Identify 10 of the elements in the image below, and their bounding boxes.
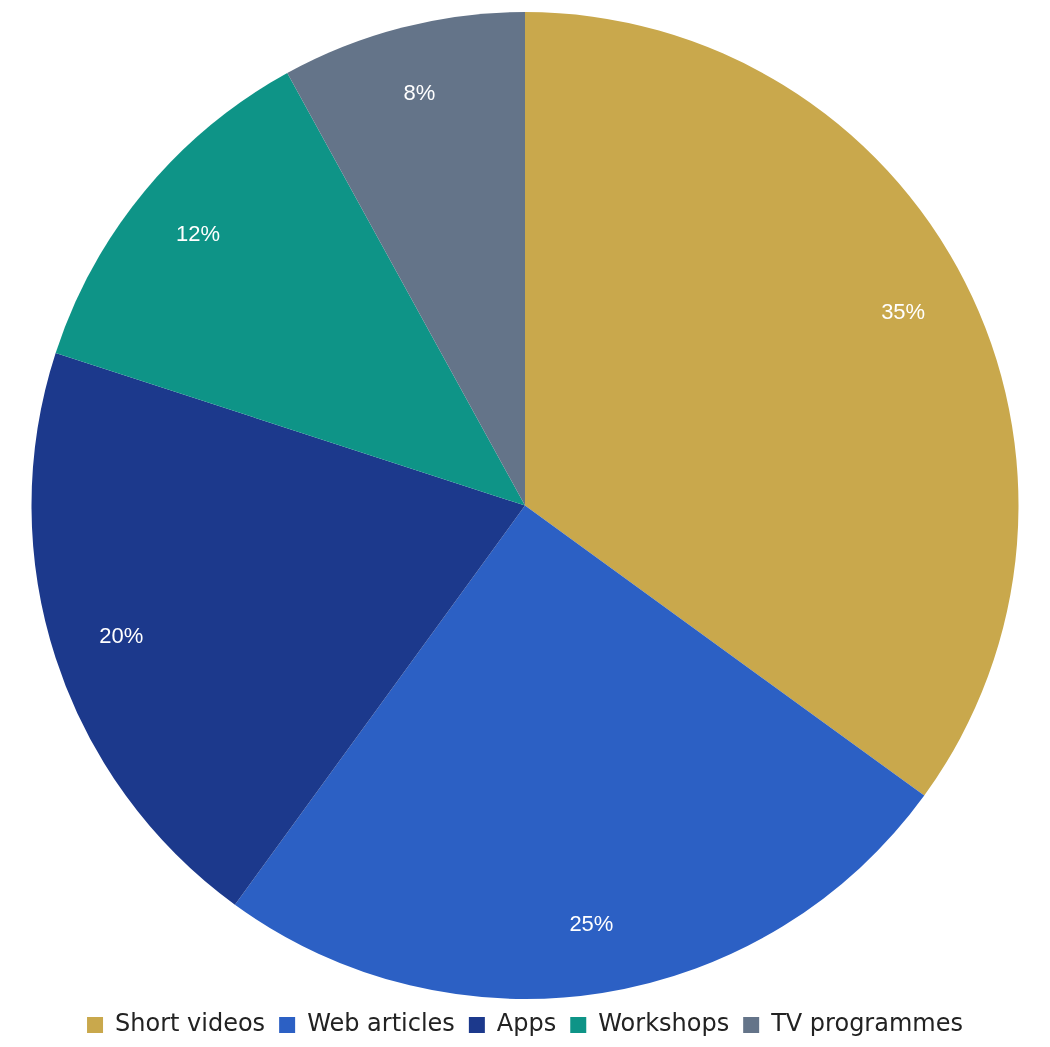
legend-label: Workshops — [598, 1009, 730, 1038]
legend-label: Apps — [496, 1009, 557, 1038]
data-label: 35% — [881, 298, 926, 324]
data-label: 8% — [403, 80, 436, 106]
legend-label: TV programmes — [770, 1009, 963, 1038]
data-label: 12% — [175, 221, 221, 247]
legend-label: Web articles — [307, 1009, 455, 1038]
data-label: 25% — [569, 910, 614, 936]
legend-label: Short videos — [115, 1009, 266, 1038]
data-label: 20% — [99, 622, 144, 648]
